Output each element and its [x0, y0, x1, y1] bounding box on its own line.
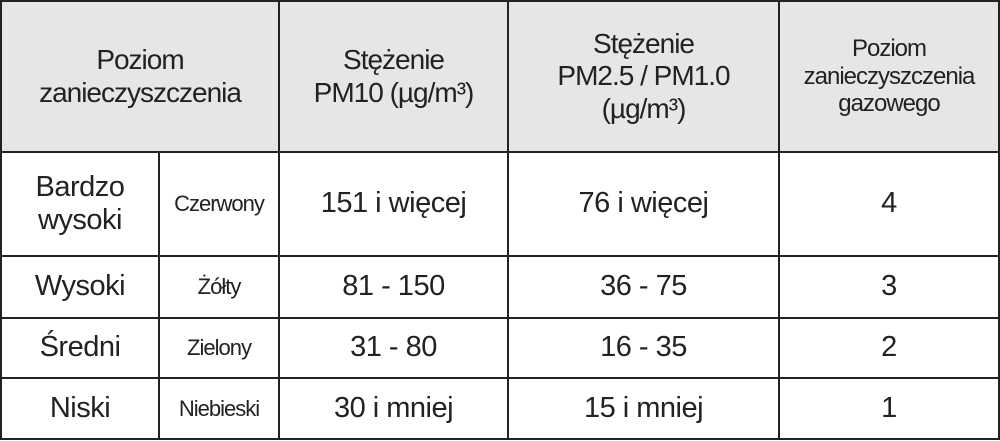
header-cell: Poziom zanieczyszczenia [0, 0, 280, 153]
table-cell: Średni [0, 317, 160, 379]
table-cell: 15 i mniej [507, 377, 780, 440]
table-row: Wysoki Żółty 81 - 150 36 - 75 3 [0, 255, 1000, 319]
table-cell: 4 [778, 151, 1000, 257]
header-row: Poziom zanieczyszczenia Stężenie PM10 (µg/m… [0, 0, 1000, 153]
header-line: Stężenie [343, 44, 445, 76]
table-cell: Czerwony [158, 151, 280, 257]
table-cell: 151 i więcej [278, 151, 509, 257]
table-cell: Bardzo wysoki [0, 151, 160, 257]
table-cell: 30 i mniej [278, 377, 509, 440]
table-cell: 76 i więcej [507, 151, 780, 257]
header-line: Poziom [851, 35, 927, 63]
table-cell: Niebieski [158, 377, 280, 440]
table-cell: 36 - 75 [507, 255, 780, 319]
header-line: zanieczyszczenia [803, 62, 976, 90]
table-cell: Wysoki [0, 255, 160, 319]
table-cell: 81 - 150 [278, 255, 509, 319]
header-line: gazowego [838, 90, 940, 118]
header-line: Stężenie [593, 28, 695, 60]
table-cell: 2 [778, 317, 1000, 379]
table-cell: 3 [778, 255, 1000, 319]
table-cell: Żółty [158, 255, 280, 319]
header-line: PM2.5 / PM1.0 [557, 60, 730, 92]
table-row: Średni Zielony 31 - 80 16 - 35 2 [0, 317, 1000, 379]
table-cell: 31 - 80 [278, 317, 509, 379]
table-cell: 1 [778, 377, 1000, 440]
table-cell: Zielony [158, 317, 280, 379]
header-line: (µg/m³) [601, 92, 687, 124]
header-cell: Stężenie PM2.5 / PM1.0 (µg/m³) [507, 0, 780, 153]
header-line: PM10 (µg/m³) [313, 76, 475, 108]
table-cell: 16 - 35 [507, 317, 780, 379]
header-line: Poziom [96, 44, 184, 76]
header-line: zanieczyszczenia [39, 76, 242, 108]
table-row: Bardzo wysoki Czerwony 151 i więcej 76 i wi… [0, 151, 1000, 257]
table-row: Niski Niebieski 30 i mniej 15 i mniej 1 [0, 377, 1000, 440]
table-cell: Niski [0, 377, 160, 440]
header-cell: Stężenie PM10 (µg/m³) [278, 0, 509, 153]
header-cell: Poziom zanieczyszczenia gazowego [778, 0, 1000, 153]
